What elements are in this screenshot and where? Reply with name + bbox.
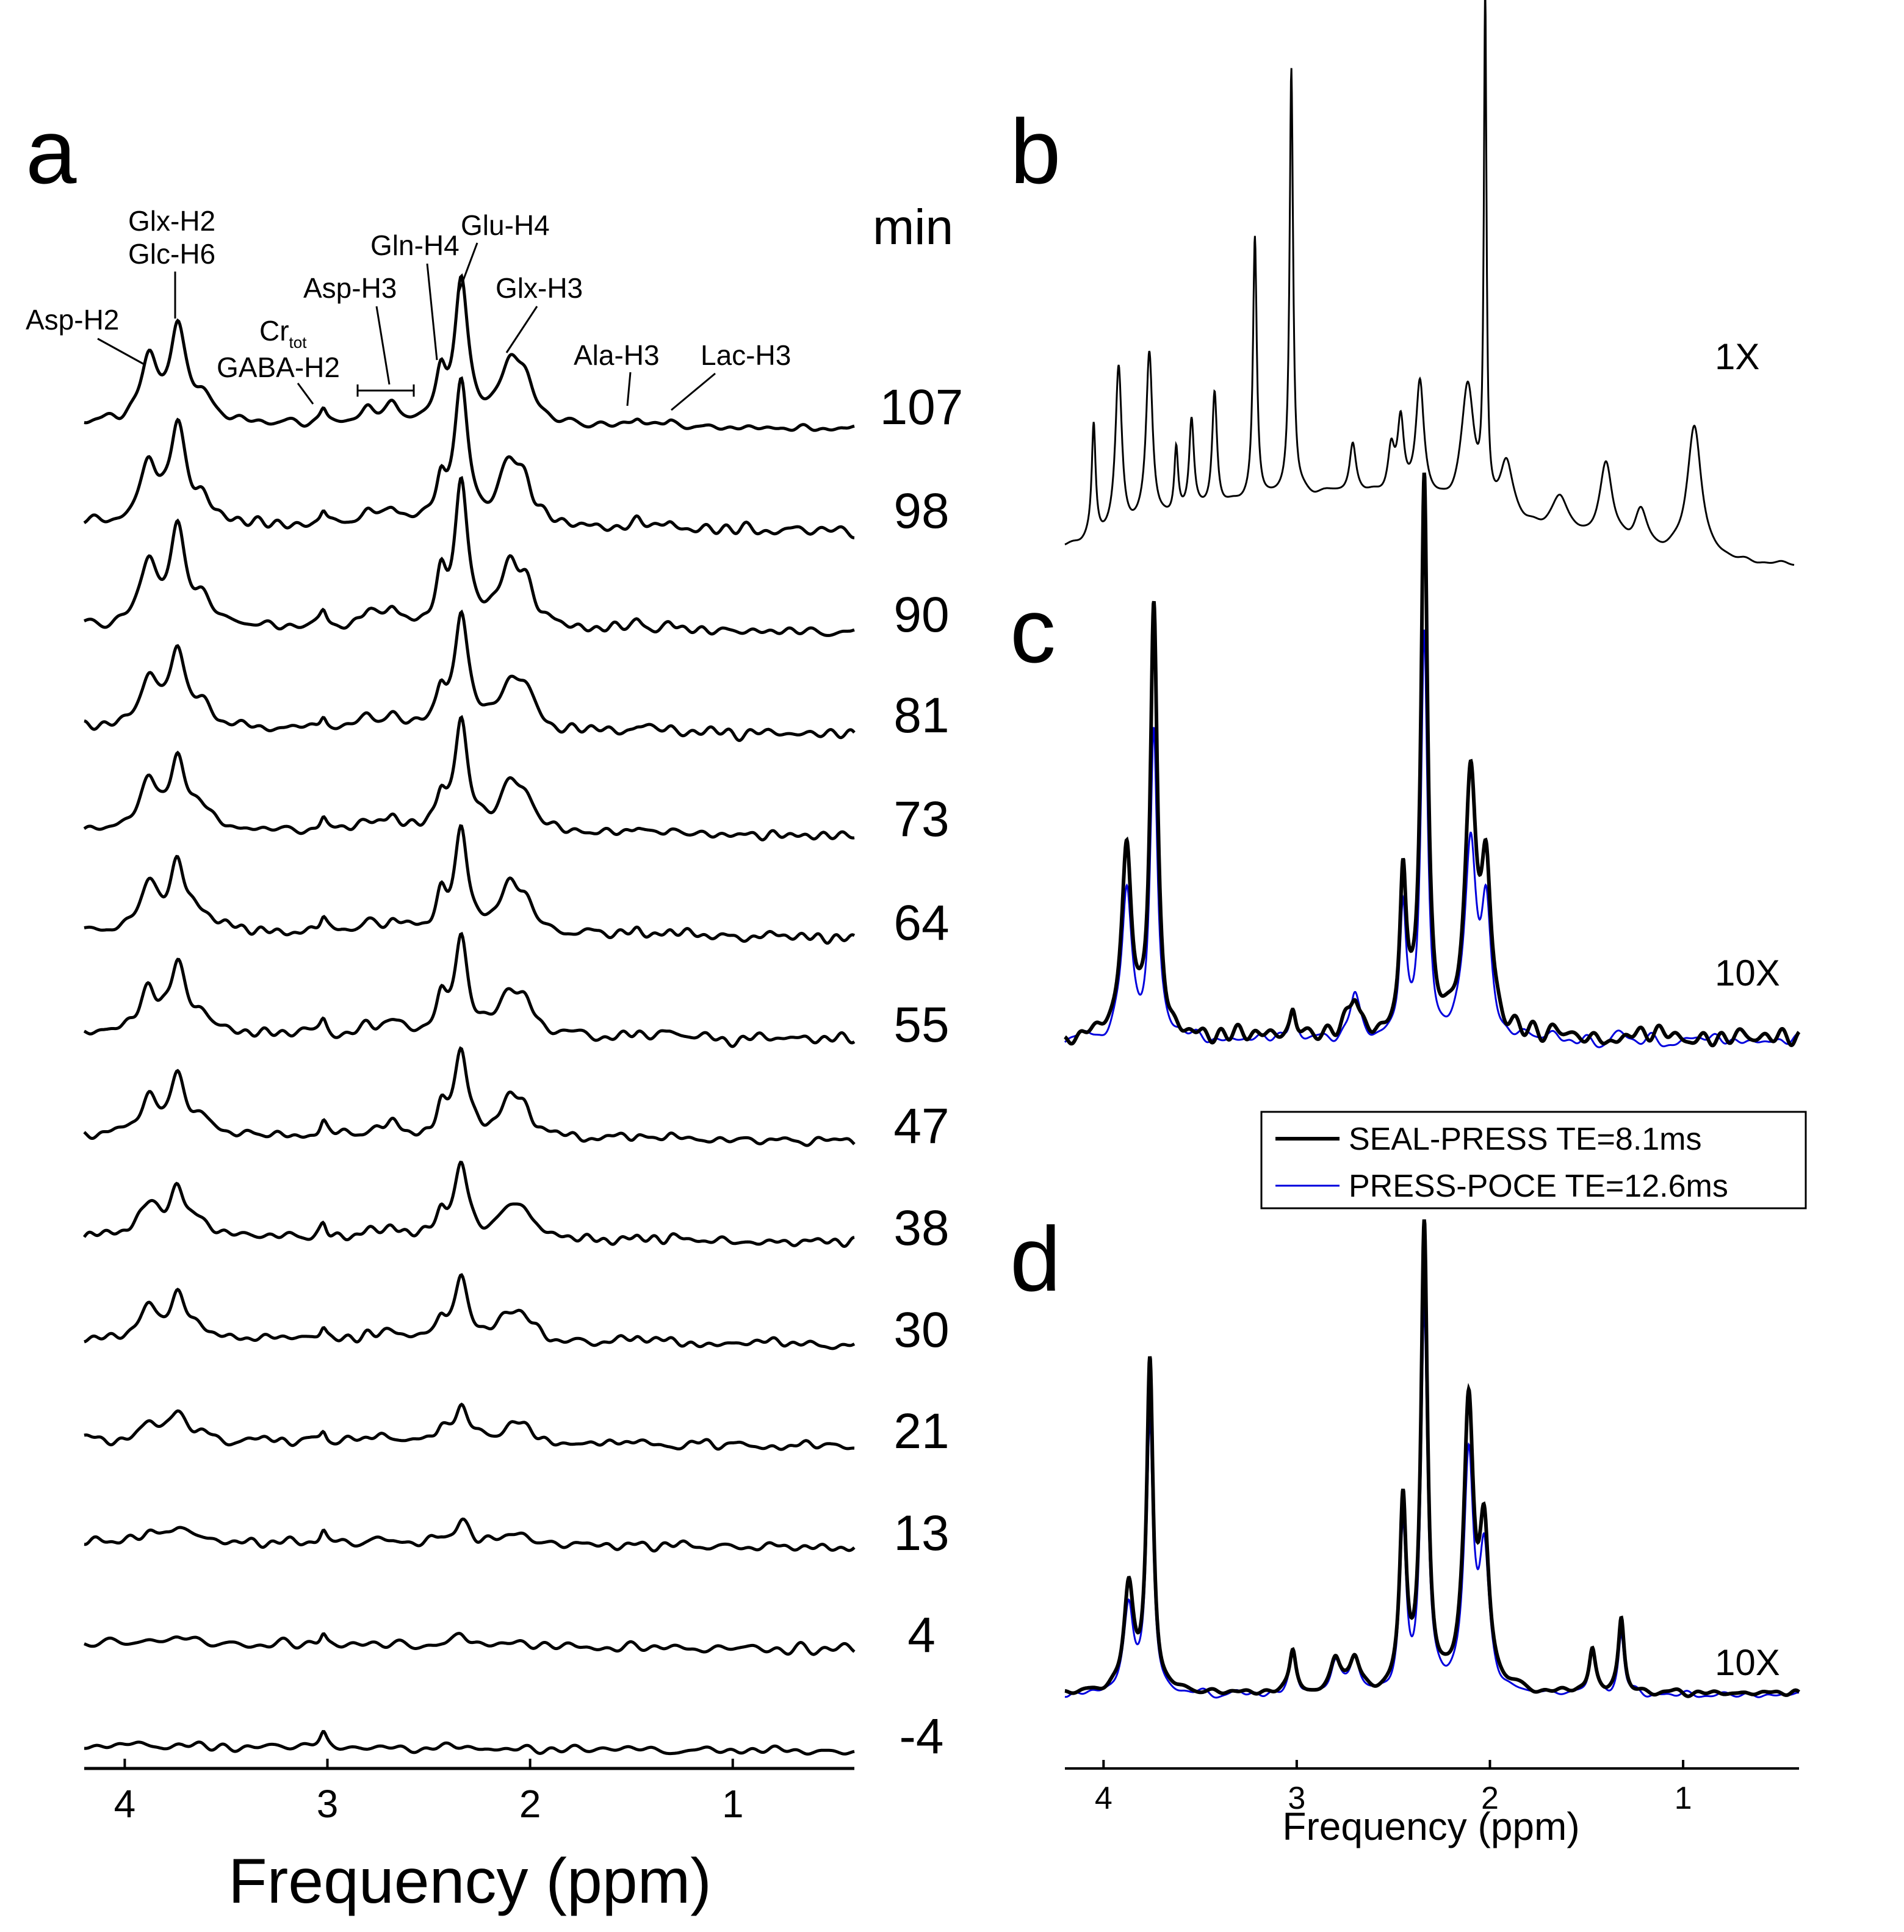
annotation-gln-h4-pointer [426,263,438,361]
time-label: 55 [893,997,949,1053]
time-label: 98 [893,483,949,539]
annotation-glx-h3-pointer [505,306,538,353]
panel-b: b 1X [1010,0,1795,566]
legend: SEAL-PRESS TE=8.1ms PRESS-POCE TE=12.6ms [1260,1111,1807,1209]
annotation-gaba-h2-pointer [297,383,314,405]
x-tick-label: 1 [722,1782,744,1826]
annotation-asp-h2-pointer [97,337,146,366]
legend-box [1260,1111,1807,1209]
annotation-cr-tot: Crtot [259,315,307,351]
annotation-ala-h3-pointer [626,372,632,406]
annotation-glx-h2: Glx-H2 [128,205,215,237]
x-tick-label: 2 [1481,1781,1499,1816]
time-label: 13 [893,1505,949,1561]
time-label: -4 [900,1709,944,1764]
panel-a-x-ticks: 4 3 2 1 [114,1759,744,1826]
spectrum-trace [84,609,856,742]
spectrum-trace [83,1046,856,1147]
time-label: 21 [893,1404,949,1459]
x-tick-label: 1 [1675,1781,1692,1816]
panel-d-seal-press-line [1064,1219,1800,1698]
spectrum-trace [83,715,855,842]
annotation-ala-h3: Ala-H3 [574,339,660,371]
legend-label-seal-press: SEAL-PRESS TE=8.1ms [1349,1122,1702,1157]
time-label: 38 [893,1200,949,1256]
time-label: 81 [893,688,949,743]
time-label: 4 [907,1607,936,1663]
time-label: 107 [880,380,964,435]
panel-c-letter: c [1010,579,1056,682]
spectrum-trace [83,1161,855,1249]
time-label: 47 [893,1098,949,1154]
x-tick-label: 4 [114,1782,136,1826]
annotation-asp-h2: Asp-H2 [26,304,119,336]
time-label: 73 [893,791,949,847]
time-unit-label: min [873,200,953,255]
panel-c-seal-press-line [1064,472,1801,1048]
annotation-cr-tot-base: Cr [259,315,289,347]
x-tick-label: 2 [519,1782,541,1826]
annotation-glx-h3: Glx-H3 [496,272,583,304]
annotation-lac-h3-pointer [671,372,716,411]
panel-a-letter: a [26,100,77,203]
x-tick-label: 3 [317,1782,339,1826]
annotation-gln-h4: Gln-H4 [370,229,460,261]
panel-c-scale: 10X [1715,953,1780,993]
annotation-asp-h3-pointer [375,306,391,385]
panel-d-x-ticks: 4 3 2 1 [1095,1760,1692,1816]
spectrum-trace [83,932,856,1048]
annotation-glu-h4: Glu-H4 [461,209,550,241]
spectrum-trace [84,273,855,432]
annotation-asp-h3: Asp-H3 [303,272,397,304]
panel-c: c 10X [1010,472,1801,1048]
panel-d-letter: d [1010,1208,1061,1310]
x-tick-label: 3 [1288,1781,1305,1816]
panel-b-letter: b [1010,100,1061,203]
panel-b-scale: 1X [1715,336,1759,377]
annotation-cr-tot-sub: tot [289,333,308,351]
annotation-glc-h6: Glc-H6 [128,238,215,270]
spectrum-trace [84,1402,855,1451]
spectrum-trace [84,1273,856,1350]
panel-a-time-labels: 107 98 90 81 73 64 55 47 38 30 21 13 4 -4 [880,380,964,1764]
spectrum-trace [83,376,855,539]
time-label: 64 [893,895,949,951]
time-label: 30 [893,1302,949,1358]
spectrum-trace [84,1730,855,1756]
peak-annotations: Asp-H2 Glx-H2 Glc-H6 Crtot GABA-H2 Gln-H… [26,205,791,411]
annotation-glu-h4-pointer [458,242,478,292]
spectrum-trace [83,475,855,637]
spectrum-trace [84,1517,856,1553]
time-label: 90 [893,587,949,643]
panel-b-spectrum [1064,0,1795,566]
spectrum-trace [84,824,856,945]
annotation-lac-h3: Lac-H3 [701,339,791,371]
panel-a-traces [83,273,856,1756]
panel-c-press-poce-line [1064,629,1800,1048]
panel-a-x-label: Frequency (ppm) [228,1846,712,1917]
panel-d-press-poce-line [1064,1305,1800,1699]
panel-d: d 10X 4 3 2 1 Frequency (ppm) [1010,1208,1800,1848]
annotation-gaba-h2: GABA-H2 [217,351,340,383]
panel-d-x-label: Frequency (ppm) [1282,1804,1579,1848]
x-tick-label: 4 [1095,1781,1112,1816]
legend-label-press-poce: PRESS-POCE TE=12.6ms [1349,1169,1728,1204]
panel-d-scale: 10X [1715,1642,1780,1683]
spectrum-trace [84,1632,856,1656]
